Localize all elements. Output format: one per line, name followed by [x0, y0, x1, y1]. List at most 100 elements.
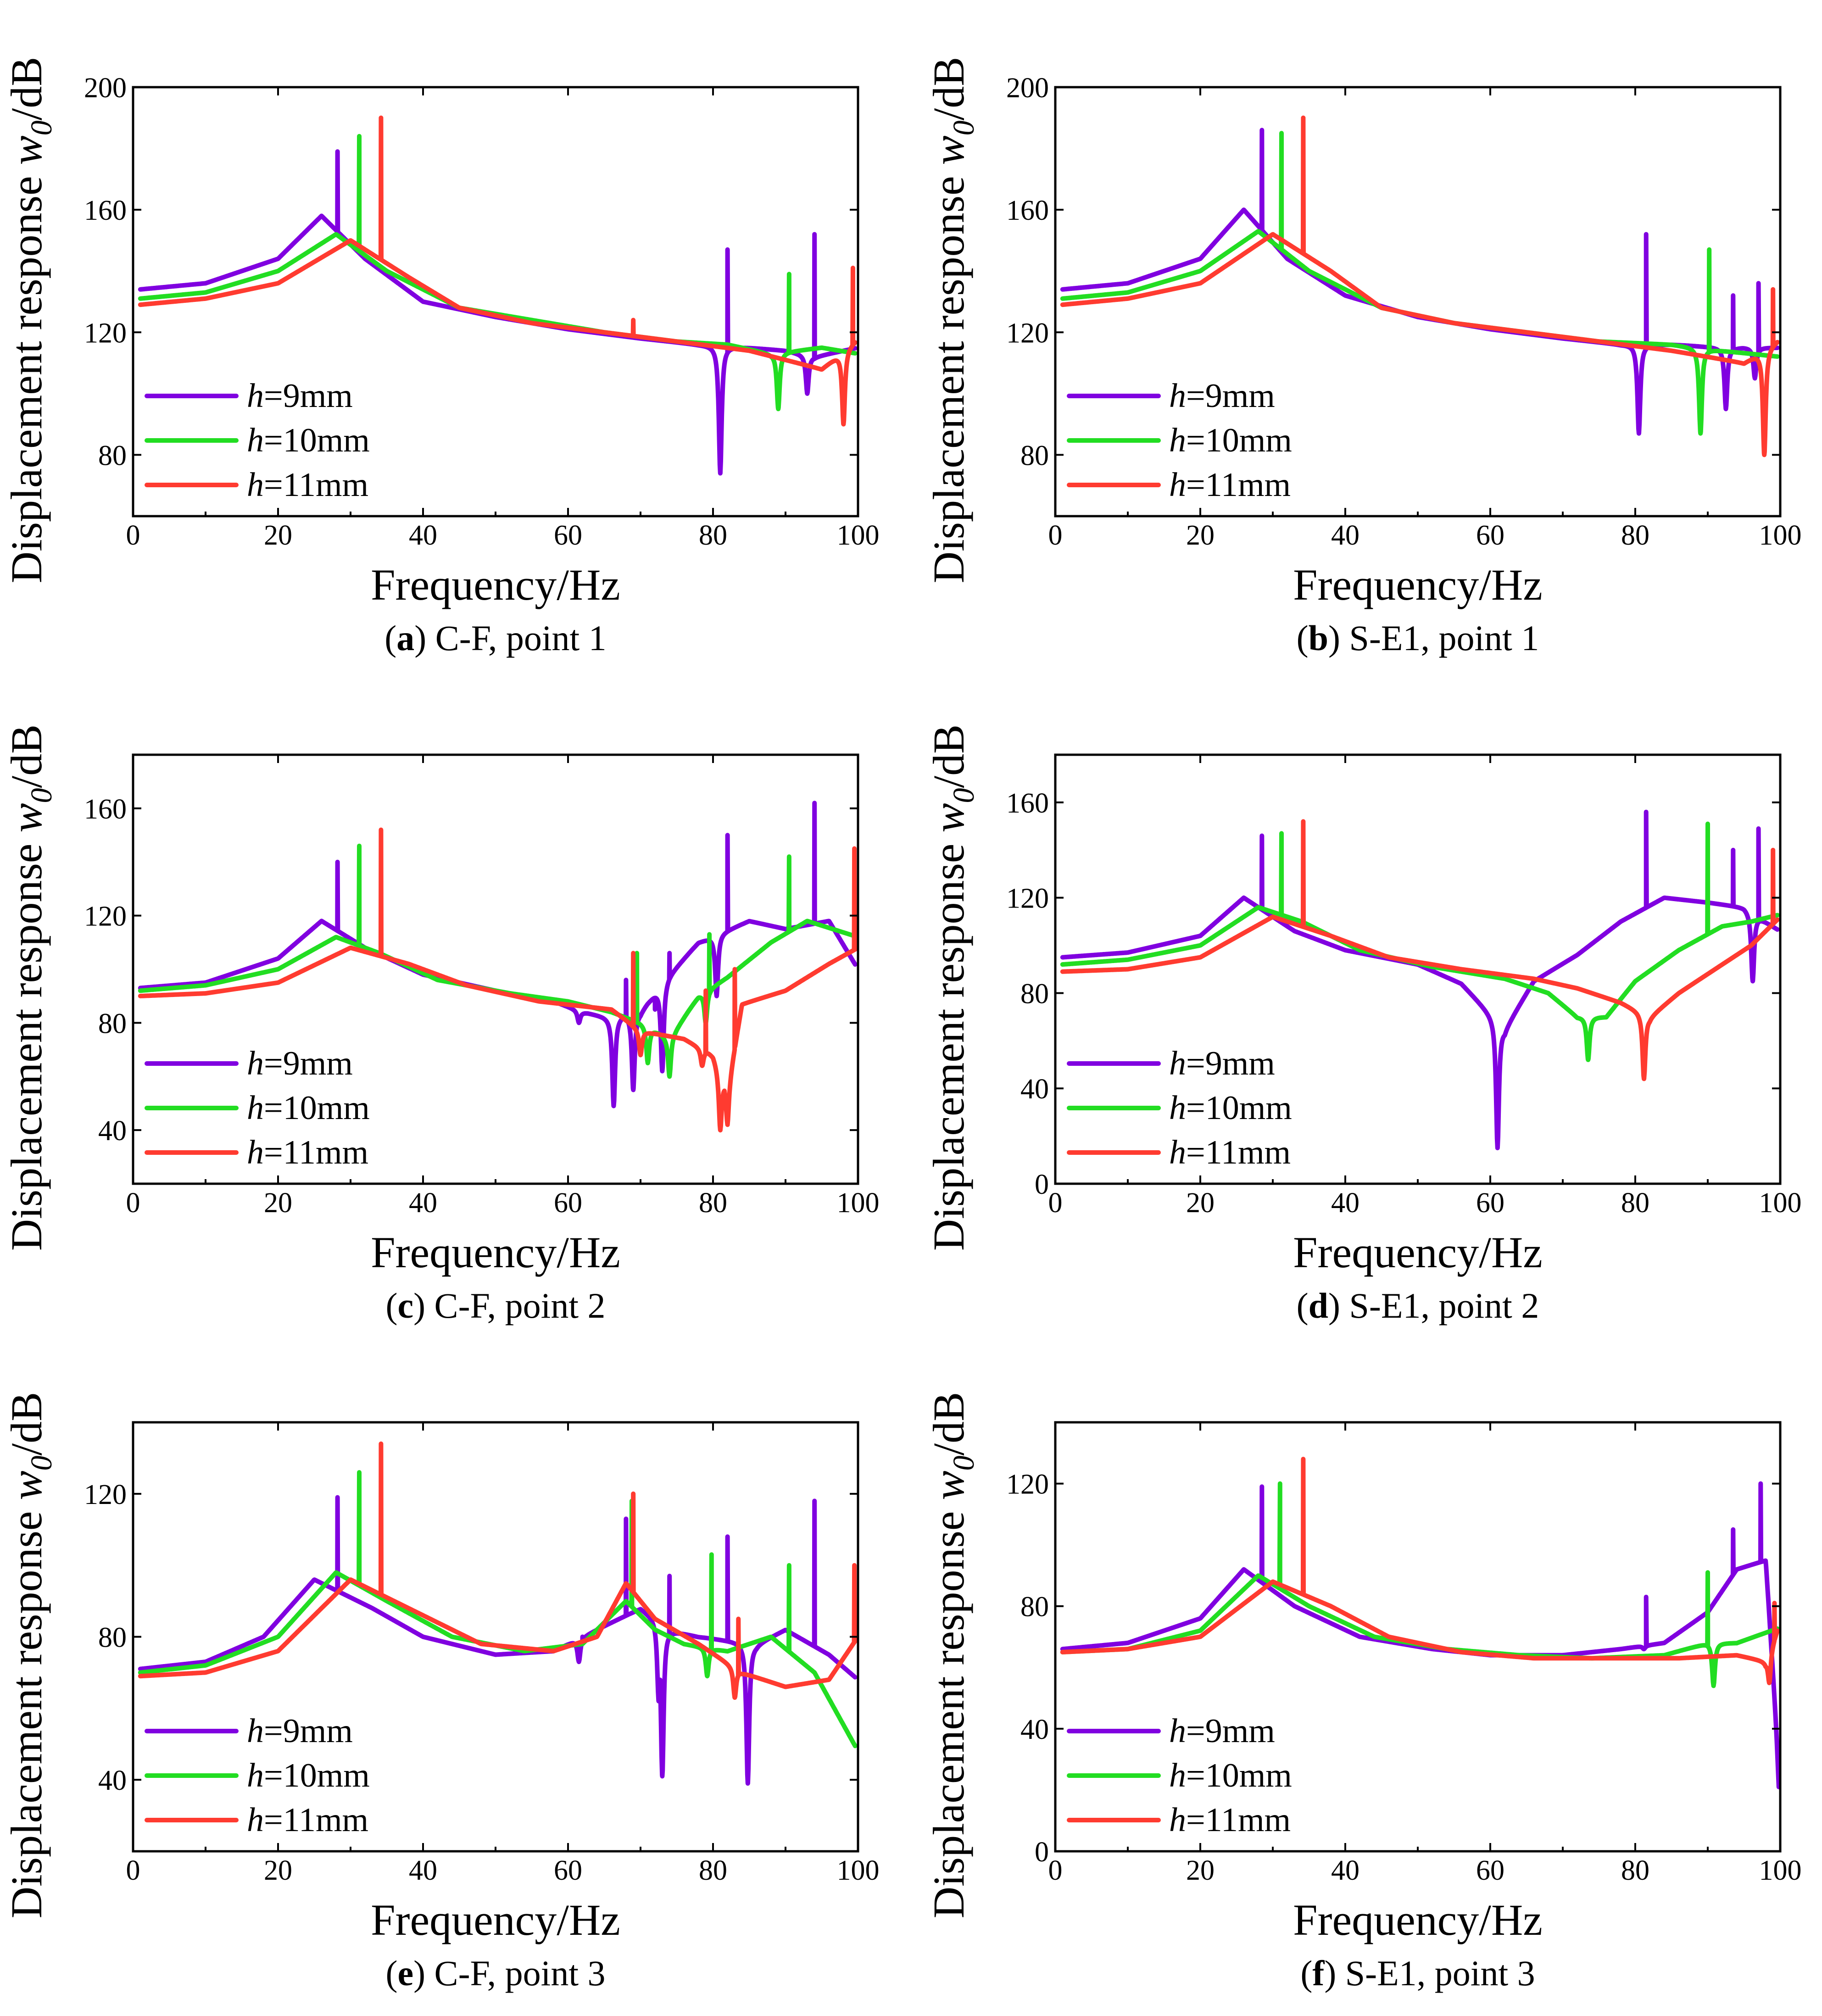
- x-tick-label: 20: [264, 520, 292, 551]
- x-tick-label: 0: [1048, 1855, 1063, 1886]
- x-tick-label: 80: [1621, 520, 1649, 551]
- y-tick-label: 0: [1035, 1169, 1049, 1200]
- series-line-h11-e: [138, 1441, 858, 1700]
- y-axis-title: Displacement response w0/dB: [924, 724, 981, 1251]
- x-axis-title: Frequency/Hz: [1293, 560, 1543, 609]
- y-tick-label: 120: [84, 901, 127, 932]
- y-tick-label: 200: [1006, 72, 1049, 104]
- y-tick-label: 120: [84, 1479, 127, 1510]
- y-tick-label: 200: [84, 72, 127, 104]
- legend-label-h11: h=11mm: [247, 466, 368, 504]
- series-line-h10-c: [138, 843, 858, 1079]
- legend-label-h11: h=11mm: [1169, 466, 1291, 504]
- x-tick-label: 40: [409, 1855, 437, 1886]
- y-tick-label: 0: [1035, 1837, 1049, 1868]
- legend-label-h11: h=11mm: [247, 1801, 368, 1839]
- series-line-h10-f: [1060, 1481, 1780, 1688]
- y-tick-label: 80: [1020, 978, 1049, 1009]
- series-line-h9-f: [1060, 1481, 1780, 1789]
- legend-label-h9: h=9mm: [247, 1045, 353, 1082]
- chart-panel-b: 0 20 40 60 80 100 80 120 160 200 Frequency/Hz Displ…: [924, 57, 1802, 658]
- x-tick-label: 60: [554, 1187, 582, 1219]
- y-axis-title: Displacement response w0/dB: [2, 724, 58, 1251]
- chart-panel-a: 0 20 40 60 80 100 80 120 160 200 Frequency/Hz Displ…: [2, 57, 880, 658]
- y-tick-label: 80: [1020, 1592, 1049, 1623]
- x-tick-label: 0: [126, 1187, 140, 1219]
- x-tick-label: 20: [264, 1855, 292, 1886]
- panel-caption: (b) S-E1, point 1: [1297, 618, 1539, 658]
- x-tick-label: 40: [409, 520, 437, 551]
- y-tick-label: 40: [1020, 1714, 1049, 1745]
- legend-label-h11: h=11mm: [247, 1134, 368, 1171]
- x-tick-label: 60: [554, 1855, 582, 1886]
- y-tick-label: 160: [84, 195, 127, 226]
- x-tick-label: 80: [699, 1855, 727, 1886]
- y-tick-label: 80: [98, 440, 127, 471]
- chart-panel-f: 0 20 40 60 80 100 0 40 80 120 Frequency/Hz Displace…: [924, 1392, 1802, 1993]
- series-line-h10-a: [138, 134, 858, 412]
- x-tick-label: 40: [1331, 1187, 1360, 1219]
- x-tick-label: 60: [1476, 1187, 1504, 1219]
- x-tick-label: 100: [837, 1855, 880, 1886]
- panel-caption: (a) C-F, point 1: [384, 618, 606, 658]
- x-axis-title: Frequency/Hz: [1293, 1895, 1543, 1944]
- x-tick-label: 20: [264, 1187, 292, 1219]
- x-tick-label: 100: [1759, 1187, 1802, 1219]
- plot-frame: [1054, 86, 1782, 518]
- x-tick-label: 0: [126, 520, 140, 551]
- legend-label-h10: h=10mm: [1169, 1089, 1292, 1127]
- y-tick-label: 120: [1006, 1469, 1049, 1500]
- panel-caption: (e) C-F, point 3: [385, 1953, 605, 1993]
- x-tick-label: 0: [1048, 1187, 1063, 1219]
- y-tick-label: 40: [98, 1115, 127, 1147]
- y-tick-label: 80: [1020, 440, 1049, 471]
- legend-label-h9: h=9mm: [1169, 377, 1275, 415]
- x-axis-title: Frequency/Hz: [371, 1895, 620, 1944]
- series-line-h11-d: [1060, 819, 1780, 1081]
- series-line-h11-c: [138, 827, 858, 1133]
- y-tick-label: 80: [98, 1622, 127, 1654]
- x-tick-label: 100: [837, 520, 880, 551]
- y-tick-label: 120: [84, 317, 127, 349]
- series-line-h11-f: [1060, 1457, 1780, 1685]
- series-line-h11-b: [1060, 115, 1780, 457]
- legend-label-h10: h=10mm: [1169, 1757, 1292, 1794]
- x-tick-label: 60: [1476, 1855, 1504, 1886]
- x-tick-label: 80: [699, 1187, 727, 1219]
- plot-frame: [132, 1421, 859, 1853]
- legend-label-h9: h=9mm: [247, 377, 353, 415]
- y-tick-label: 80: [98, 1008, 127, 1039]
- x-tick-label: 80: [1621, 1855, 1649, 1886]
- legend-label-h9: h=9mm: [1169, 1045, 1275, 1082]
- x-tick-label: 100: [1759, 1855, 1802, 1886]
- x-axis-title: Frequency/Hz: [1293, 1228, 1543, 1277]
- x-tick-label: 20: [1186, 520, 1215, 551]
- legend-label-h10: h=10mm: [1169, 422, 1292, 459]
- x-tick-label: 0: [1048, 520, 1063, 551]
- x-tick-label: 40: [409, 1187, 437, 1219]
- plot-frame: [1054, 753, 1782, 1185]
- y-axis-title: Displacement response w0/dB: [924, 57, 981, 583]
- legend-label-h10: h=10mm: [247, 1089, 370, 1127]
- y-tick-label: 40: [98, 1765, 127, 1796]
- y-axis-title: Displacement response w0/dB: [2, 1392, 58, 1918]
- legend-label-h10: h=10mm: [247, 422, 370, 459]
- x-axis-title: Frequency/Hz: [371, 1228, 620, 1277]
- chart-panel-c: 0 20 40 60 80 100 40 80 120 160 Frequency/Hz Displa…: [2, 724, 880, 1325]
- chart-panel-e: 0 20 40 60 80 100 40 80 120 Frequency/Hz Displacem…: [2, 1392, 880, 1993]
- x-tick-label: 40: [1331, 1855, 1360, 1886]
- plot-frame: [132, 86, 859, 518]
- x-tick-label: 20: [1186, 1187, 1215, 1219]
- legend-label-h11: h=11mm: [1169, 1801, 1291, 1839]
- x-tick-label: 80: [699, 520, 727, 551]
- x-tick-label: 20: [1186, 1855, 1215, 1886]
- legend-label-h10: h=10mm: [247, 1757, 370, 1794]
- y-tick-label: 160: [84, 794, 127, 825]
- y-tick-label: 120: [1006, 317, 1049, 349]
- x-tick-label: 80: [1621, 1187, 1649, 1219]
- panel-caption: (c) C-F, point 2: [385, 1286, 605, 1325]
- x-tick-label: 60: [554, 520, 582, 551]
- y-tick-label: 160: [1006, 195, 1049, 226]
- y-axis-title: Displacement response w0/dB: [2, 57, 58, 583]
